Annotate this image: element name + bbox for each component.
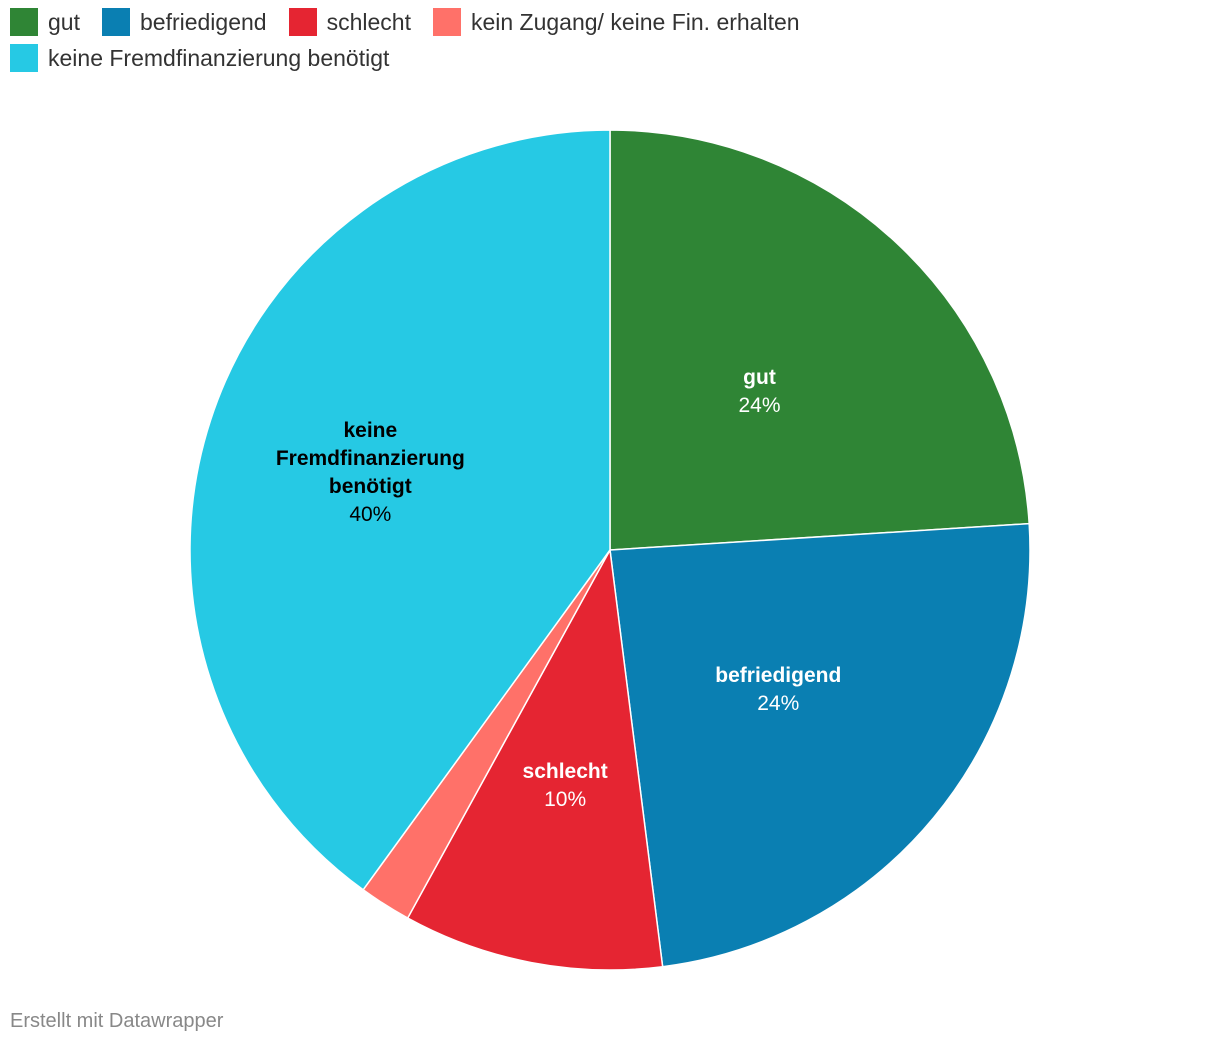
slice-name-keine-fremdfinanzierung: benötigt [329, 475, 412, 498]
slice-value-keine-fremdfinanzierung: 40% [349, 503, 391, 526]
credit-text: Erstellt mit Datawrapper [10, 1010, 224, 1032]
legend-label-befriedigend: befriedigend [139, 8, 267, 35]
pie-slice-gut [609, 129, 1030, 551]
slice-name-befriedigend: befriedigend [715, 664, 841, 687]
pie-slice-befriedigend [609, 522, 1031, 968]
legend-swatch-gut [10, 8, 38, 36]
legend-label-keine-fremdfinanzierung: keine Fremdfinanzierung benötigt [48, 44, 390, 71]
legend-item-befriedigend: befriedigend [101, 8, 267, 36]
slice-value-gut: 24% [738, 394, 780, 417]
legend-item-keine-fremdfinanzierung: keine Fremdfinanzierung benötigt [10, 44, 389, 72]
slice-value-befriedigend: 24% [757, 692, 799, 715]
legend-swatch-befriedigend [101, 8, 130, 36]
chart-legend: gut befriedigend schlecht kein Zugang/ k… [10, 8, 1010, 72]
slice-name-schlecht: schlecht [523, 760, 608, 783]
slice-name-gut: gut [743, 366, 776, 389]
legend-label-gut: gut [48, 8, 80, 35]
slice-label-schlecht: schlecht 10% [523, 760, 608, 811]
legend-label-schlecht: schlecht [326, 8, 411, 35]
slice-name-keine-fremdfinanzierung: Fremdfinanzierung [276, 447, 465, 470]
legend-item-kein-zugang: kein Zugang/ keine Fin. erhalten [432, 8, 800, 36]
legend-swatch-keine-fremdfinanzierung [10, 44, 38, 72]
slice-value-schlecht: 10% [544, 788, 586, 811]
slice-label-befriedigend: befriedigend 24% [715, 664, 841, 715]
pie-slice-keine-fremdfinanzierung [189, 129, 611, 891]
slice-label-gut: gut 24% [738, 366, 780, 417]
legend-item-schlecht: schlecht [288, 8, 411, 36]
legend-swatch-kein-zugang [432, 8, 461, 36]
legend-item-gut: gut [10, 8, 80, 36]
slice-name-keine-fremdfinanzierung: keine [343, 419, 397, 442]
legend-swatch-schlecht [288, 8, 317, 36]
slice-label-keine-fremdfinanzierung: keine Fremdfinanzierung benötigt 40% [276, 419, 465, 526]
legend-label-kein-zugang: kein Zugang/ keine Fin. erhalten [470, 8, 800, 35]
pie-slice-schlecht [406, 547, 664, 971]
